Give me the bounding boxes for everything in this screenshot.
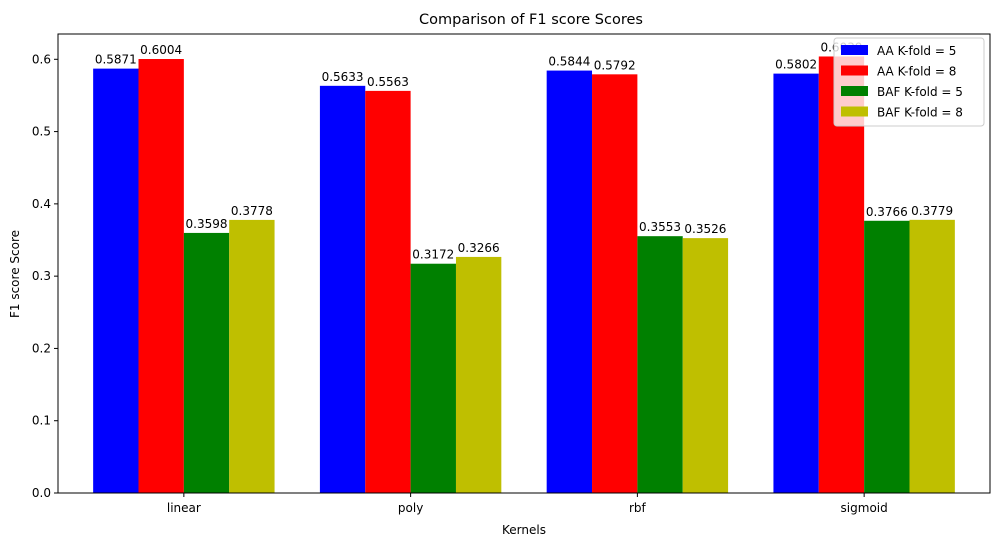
bars-group: [93, 56, 955, 494]
bar-value-label: 0.6004: [140, 43, 182, 57]
y-tick-label: 0.5: [32, 125, 51, 139]
bar: [682, 238, 729, 493]
plot-frame: [57, 33, 991, 494]
bar-value-label: 0.3266: [458, 241, 500, 255]
legend-label: BAF K-fold = 5: [877, 85, 963, 99]
x-tick-label: rbf: [629, 501, 647, 515]
bar: [365, 90, 411, 493]
bar: [546, 70, 593, 493]
legend-swatch: [841, 86, 868, 96]
bar: [455, 256, 502, 493]
bar-value-label: 0.5802: [775, 58, 817, 72]
bar-value-label: 0.3766: [866, 205, 908, 219]
x-axis-label: Kernels: [502, 523, 546, 537]
bar-value-label: 0.3598: [186, 217, 228, 231]
bar-value-label: 0.3172: [412, 248, 454, 262]
legend-label: AA K-fold = 8: [877, 65, 956, 79]
bar: [637, 236, 683, 493]
bar-value-label: 0.5563: [367, 75, 409, 89]
bar-value-label: 0.3526: [684, 222, 726, 236]
legend-swatch: [841, 45, 868, 55]
bar: [319, 85, 366, 494]
y-axis-label: F1 score Score: [8, 230, 22, 318]
y-tick-label: 0.4: [32, 197, 51, 211]
bar: [138, 59, 184, 494]
legend-swatch: [841, 106, 868, 117]
bar: [93, 68, 139, 493]
bar: [592, 74, 638, 494]
bar: [183, 232, 230, 494]
bar: [818, 56, 865, 493]
bar: [773, 73, 819, 494]
chart-title: Comparison of F1 score Scores: [419, 12, 643, 28]
y-tick-label: 0.6: [32, 52, 51, 66]
bar-value-label: 0.5633: [322, 70, 364, 84]
bar-value-label: 0.5792: [594, 58, 636, 72]
x-axis-ticks: linear poly rbf sigmoid: [167, 493, 888, 515]
bar: [864, 220, 910, 494]
y-tick-label: 0.2: [32, 341, 51, 355]
legend-label: BAF K-fold = 8: [877, 106, 963, 120]
y-axis-ticks: 0.0 0.1 0.2 0.3 0.4 0.5 0.6: [32, 52, 58, 500]
x-tick-label: poly: [398, 501, 423, 515]
bar-value-label: 0.5871: [95, 53, 137, 67]
bar-value-label: 0.5844: [548, 55, 590, 69]
bar: [229, 219, 275, 493]
bar-value-label: 0.3778: [231, 204, 273, 218]
value-labels-group: 0.5871 0.5633 0.5844 0.5802 0.6004 0.5563 0.57…: [95, 40, 953, 261]
bar: [410, 263, 456, 493]
x-tick-label: linear: [167, 501, 201, 515]
x-tick-label: sigmoid: [841, 501, 888, 515]
bar-value-label: 0.3553: [639, 220, 681, 234]
bar: [909, 219, 955, 493]
bar-value-label: 0.3779: [911, 204, 953, 218]
y-tick-label: 0.0: [32, 486, 51, 500]
legend-label: AA K-fold = 5: [877, 44, 956, 58]
y-tick-label: 0.3: [32, 269, 51, 283]
legend-swatch: [841, 65, 868, 76]
legend-box: [833, 37, 985, 127]
legend: AA K-fold = 5 AA K-fold = 8 BAF K-fold = 5…: [833, 37, 985, 127]
y-tick-label: 0.1: [32, 414, 51, 428]
